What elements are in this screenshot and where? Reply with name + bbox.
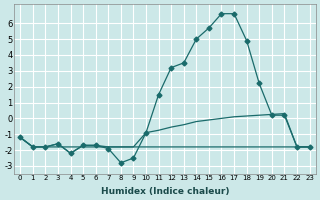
X-axis label: Humidex (Indice chaleur): Humidex (Indice chaleur) [100,187,229,196]
